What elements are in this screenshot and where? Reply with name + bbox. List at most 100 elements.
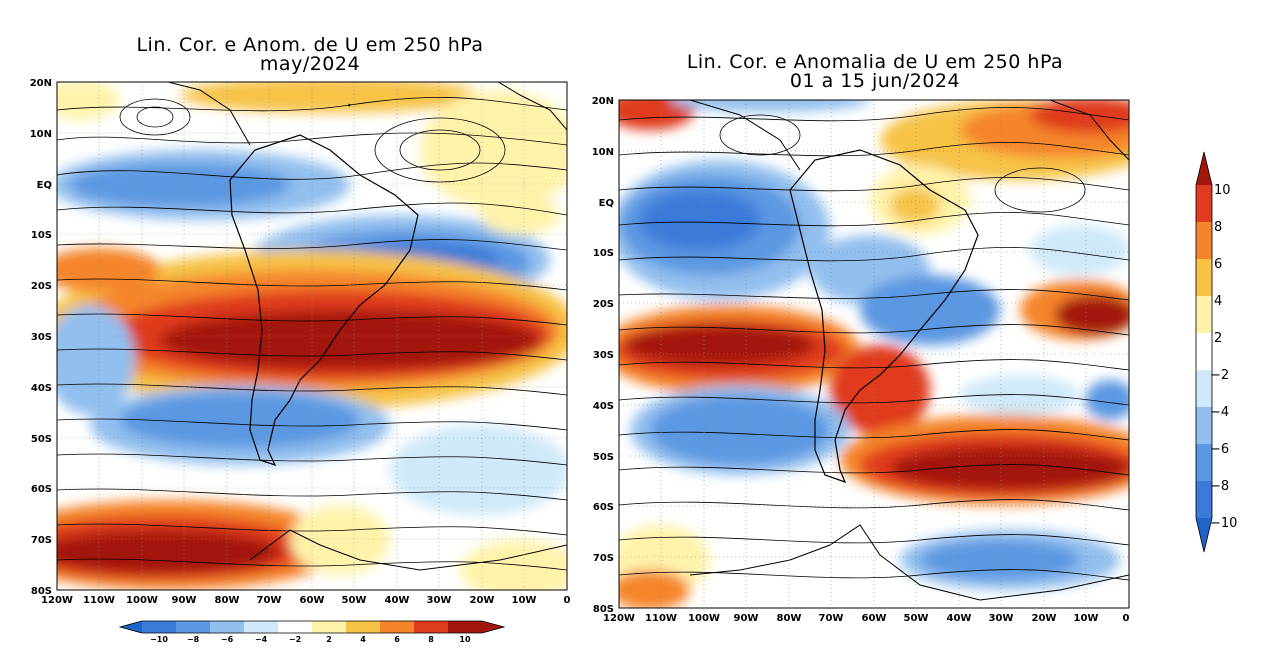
left-y-axis: 20N 10N EQ 10S 20S 30S 40S 50S 60S 70S 8… bbox=[30, 78, 52, 597]
right-y-tick: 10S bbox=[593, 248, 614, 259]
cb-h-label: −6 bbox=[221, 635, 234, 644]
right-x-tick: 10W bbox=[1074, 613, 1099, 624]
left-south-america-outline bbox=[229, 134, 419, 467]
cb-h-arrow-left bbox=[120, 621, 142, 633]
left-x-tick: 90W bbox=[172, 595, 197, 606]
left-x-tick: 10W bbox=[512, 595, 537, 606]
cb-v-segment bbox=[1196, 407, 1212, 444]
colorbar-horizontal: −10 −8 −6 −4 −2 2 4 6 8 10 bbox=[118, 620, 506, 644]
right-x-tick: 80W bbox=[777, 613, 802, 624]
right-x-tick: 50W bbox=[904, 613, 929, 624]
cb-v-arrow-bottom bbox=[1196, 518, 1212, 552]
cb-v-label: −4 bbox=[1210, 405, 1229, 420]
left-x-tick: 100W bbox=[126, 595, 158, 606]
cb-v-segment bbox=[1196, 222, 1212, 259]
left-x-tick: 70W bbox=[257, 595, 282, 606]
cb-v-label: −10 bbox=[1210, 516, 1237, 531]
left-y-tick: 20S bbox=[31, 281, 52, 292]
cb-h-label: 6 bbox=[394, 635, 400, 644]
right-x-tick: 0 bbox=[1123, 613, 1130, 624]
cb-v-label: −6 bbox=[1210, 442, 1229, 457]
cb-v-arrow-top bbox=[1196, 152, 1212, 185]
cb-v-label: 2 bbox=[1214, 331, 1222, 346]
cb-v-segment bbox=[1196, 481, 1212, 518]
cb-h-label: −10 bbox=[150, 635, 168, 644]
right-y-tick: 50S bbox=[593, 452, 614, 463]
left-y-tick: EQ bbox=[37, 180, 52, 191]
left-title-line1: Lin. Cor. e Anom. de U em 250 hPa bbox=[136, 34, 484, 56]
cb-h-label: 10 bbox=[459, 635, 471, 644]
cb-h-label: 4 bbox=[360, 635, 366, 644]
left-x-axis: 120W 110W 100W 90W 80W 70W 60W 50W 40W 3… bbox=[41, 595, 570, 606]
cb-h-segment bbox=[380, 621, 414, 633]
left-title: Lin. Cor. e Anom. de U em 250 hPa may/20… bbox=[60, 36, 560, 74]
left-y-tick: 30S bbox=[31, 332, 52, 343]
right-y-tick: 20S bbox=[593, 299, 614, 310]
left-title-line2: may/2024 bbox=[259, 53, 361, 75]
cb-v-segment bbox=[1196, 185, 1212, 222]
cb-h-label: 2 bbox=[326, 635, 332, 644]
left-y-tick: 10S bbox=[31, 230, 52, 241]
cb-v-label: 6 bbox=[1214, 257, 1222, 272]
right-x-tick: 40W bbox=[947, 613, 972, 624]
right-title: Lin. Cor. e Anomalia de U em 250 hPa 01 … bbox=[620, 53, 1130, 91]
right-x-tick: 20W bbox=[1032, 613, 1057, 624]
cb-h-segment bbox=[176, 621, 210, 633]
cb-v-segment bbox=[1196, 444, 1212, 481]
cb-h-segment bbox=[346, 621, 380, 633]
left-x-tick: 120W bbox=[41, 595, 73, 606]
right-y-axis: 20N 10N EQ 10S 20S 30S 40S 50S 60S 70S 8… bbox=[592, 96, 614, 615]
left-streamlines bbox=[57, 97, 567, 571]
cb-v-segment bbox=[1196, 259, 1212, 296]
cb-v-label: 4 bbox=[1214, 294, 1222, 309]
left-y-tick: 10N bbox=[30, 129, 52, 140]
cb-h-arrow-right bbox=[482, 621, 504, 633]
cb-v-segment bbox=[1196, 296, 1212, 333]
right-title-line2: 01 a 15 jun/2024 bbox=[789, 70, 961, 92]
left-y-tick: 20N bbox=[30, 78, 52, 89]
right-x-tick: 70W bbox=[819, 613, 844, 624]
right-x-axis: 120W 110W 100W 90W 80W 70W 60W 50W 40W 3… bbox=[603, 613, 1129, 624]
right-y-tick: 40S bbox=[593, 401, 614, 412]
right-streamlines bbox=[619, 107, 1129, 581]
right-y-tick: 10N bbox=[592, 147, 614, 158]
cb-h-segment bbox=[312, 621, 346, 633]
cb-v-segment bbox=[1196, 333, 1212, 370]
left-y-tick: 50S bbox=[31, 434, 52, 445]
right-x-tick: 30W bbox=[989, 613, 1014, 624]
right-title-line1: Lin. Cor. e Anomalia de U em 250 hPa bbox=[686, 51, 1064, 73]
cb-h-label: −2 bbox=[289, 635, 301, 644]
right-gridlines bbox=[619, 100, 1129, 608]
cb-v-label: 10 bbox=[1214, 183, 1231, 198]
left-x-tick: 110W bbox=[83, 595, 115, 606]
right-x-tick: 110W bbox=[645, 613, 677, 624]
left-map: 20N 10N EQ 10S 20S 30S 40S 50S 60S 70S 8… bbox=[30, 78, 571, 606]
cb-h-segment bbox=[448, 621, 482, 633]
right-y-tick: 70S bbox=[593, 553, 614, 564]
cb-v-label: −8 bbox=[1210, 479, 1229, 494]
right-y-tick: 80S bbox=[593, 604, 614, 615]
right-x-tick: 100W bbox=[688, 613, 720, 624]
right-x-tick: 120W bbox=[603, 613, 635, 624]
colorbar-vertical: 10 8 6 4 2 −2 −4 −6 −8 −10 bbox=[1195, 151, 1237, 553]
cb-h-segment bbox=[244, 621, 278, 633]
left-x-tick: 50W bbox=[342, 595, 367, 606]
left-anomaly-field bbox=[57, 82, 567, 590]
right-south-america-outline bbox=[789, 149, 979, 484]
cb-h-label: 8 bbox=[428, 635, 434, 644]
cb-v-label: −2 bbox=[1210, 368, 1229, 383]
cb-h-segment bbox=[414, 621, 448, 633]
right-y-tick: EQ bbox=[599, 198, 614, 209]
left-y-tick: 40S bbox=[31, 383, 52, 394]
left-x-tick: 60W bbox=[300, 595, 325, 606]
left-y-tick: 70S bbox=[31, 535, 52, 546]
cb-h-segment bbox=[278, 621, 312, 633]
left-x-tick: 20W bbox=[470, 595, 495, 606]
left-y-tick: 80S bbox=[31, 586, 52, 597]
left-gridlines bbox=[57, 82, 567, 590]
cb-h-segment bbox=[210, 621, 244, 633]
cb-h-label: −4 bbox=[255, 635, 268, 644]
left-y-tick: 60S bbox=[31, 484, 52, 495]
right-x-tick: 90W bbox=[734, 613, 759, 624]
